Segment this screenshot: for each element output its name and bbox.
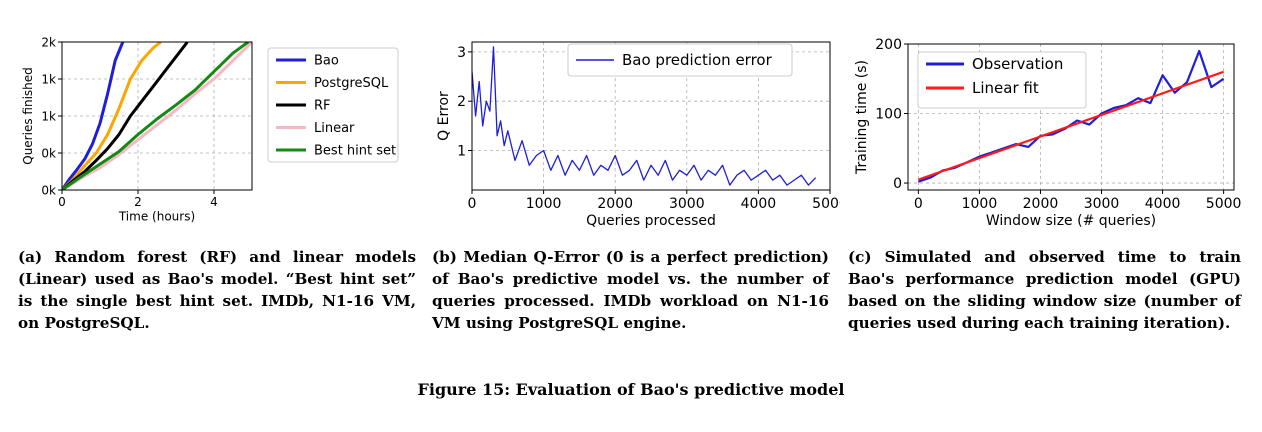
x-tick-label: 4000	[741, 196, 777, 212]
x-axis-label: Time (hours)	[118, 209, 195, 223]
legend-box	[917, 51, 1087, 109]
caption-b: (b) Median Q-Error (0 is a perfect predi…	[432, 248, 829, 332]
chart-c: 0 1000 2000 3000 4000 5000 0 100 200 Window size …	[854, 37, 1242, 229]
x-tick-label: 4000	[1145, 196, 1181, 212]
chart-a: 0 2 4 0k 0k 1k 1k 2k Time (hours) Queries finishe…	[21, 35, 399, 223]
series-line-1	[62, 42, 162, 190]
y-tick-label: 3	[457, 45, 466, 61]
y-tick-label: 0	[893, 176, 902, 192]
series-line-1	[918, 70, 1224, 181]
legend-label-3: Linear	[314, 121, 355, 136]
series-line-4	[62, 42, 250, 190]
x-tick-label: 2	[134, 195, 142, 209]
y-tick-label: 0k	[41, 146, 56, 160]
legend-box	[267, 47, 399, 163]
x-tick-label: 1000	[526, 196, 562, 212]
y-axis-label: Training time (s)	[854, 60, 870, 175]
x-tick-label: 2000	[597, 196, 633, 212]
x-tick-label: 2000	[1023, 196, 1059, 212]
y-axis-label: Q Error	[436, 91, 452, 141]
series-line-3	[62, 42, 252, 190]
plot-frame	[471, 41, 831, 191]
y-tick-label: 1k	[41, 72, 56, 86]
legend-label-4: Best hint set	[314, 143, 396, 158]
x-axis-label: Queries processed	[586, 213, 716, 229]
y-tick-label: 1k	[41, 109, 56, 123]
y-tick-label: 0k	[41, 183, 56, 197]
x-axis-label: Window size (# queries)	[986, 213, 1156, 229]
x-tick-label: 5000	[1206, 196, 1242, 212]
x-tick-label: 4	[210, 195, 218, 209]
plot-frame	[907, 43, 1235, 191]
legend-label-0: Observation	[972, 55, 1063, 73]
x-tick-label: 3000	[669, 196, 705, 212]
x-tick-label: 3000	[1084, 196, 1120, 212]
y-tick-label: 1	[457, 144, 466, 160]
y-tick-label: 2	[457, 94, 466, 110]
y-tick-label: 100	[875, 107, 902, 123]
caption-c: (c) Simulated and observed time to train…	[848, 248, 1241, 332]
y-axis-label: Queries finished	[21, 67, 35, 165]
legend-label-2: RF	[314, 98, 331, 113]
series-line-2	[62, 42, 189, 190]
y-tick-label: 200	[875, 37, 902, 53]
series-line-0	[62, 42, 125, 190]
legend-box	[567, 43, 793, 77]
series-line-0	[472, 46, 817, 186]
x-tick-label: 0	[468, 196, 477, 212]
legend-label-1: PostgreSQL	[314, 76, 389, 91]
legend-label-1: Linear fit	[972, 79, 1039, 97]
legend-label-0: Bao prediction error	[622, 51, 773, 69]
legend-label-0: Bao	[314, 53, 339, 68]
x-tick-label: 1000	[962, 196, 998, 212]
caption-a: (a) Random forest (RF) and linear models…	[18, 248, 416, 332]
x-tick-label: 0	[58, 195, 66, 209]
x-tick-label: 5000	[812, 196, 840, 212]
x-tick-label: 0	[914, 196, 923, 212]
y-tick-label: 2k	[41, 35, 56, 49]
figure-caption: Figure 15: Evaluation of Bao's predictiv…	[417, 380, 845, 399]
chart-b: 0 1000 2000 3000 4000 5000 1 2 3 Queries processe…	[436, 41, 840, 229]
